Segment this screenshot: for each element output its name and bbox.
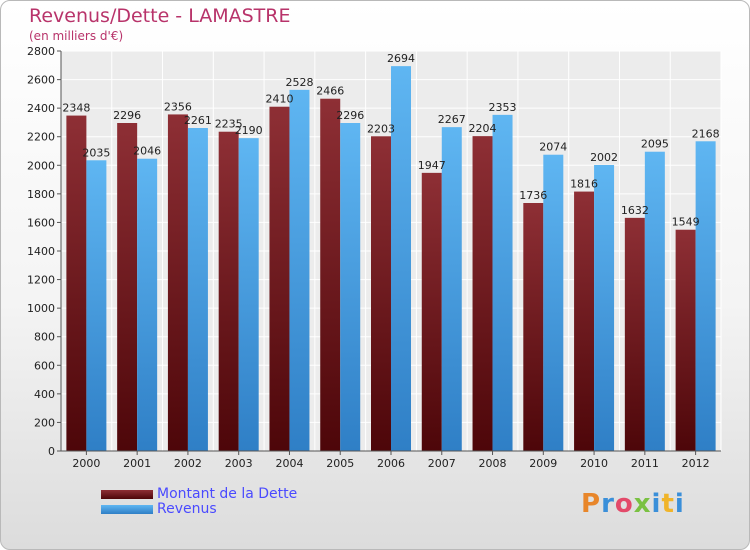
- data-label-revenus-2002: 2261: [184, 114, 212, 127]
- x-tick-label: 2001: [123, 457, 151, 470]
- bar-revenus-2008: [492, 114, 513, 451]
- logo-letter: i: [651, 489, 662, 519]
- x-tick-label: 2008: [479, 457, 507, 470]
- y-tick-label: 800: [34, 331, 55, 344]
- data-label-revenus-2000: 2035: [82, 146, 110, 159]
- logo-letter: i: [674, 489, 685, 519]
- data-label-revenus-2003: 2190: [235, 124, 263, 137]
- data-label-dette-2005: 2466: [316, 85, 344, 98]
- bar-revenus-2010: [594, 165, 615, 451]
- bar-dette-2001: [117, 123, 138, 451]
- x-tick-label: 2006: [377, 457, 405, 470]
- data-label-revenus-2005: 2296: [336, 109, 364, 122]
- x-tick-label: 2007: [428, 457, 456, 470]
- x-tick-label: 2009: [529, 457, 557, 470]
- bar-dette-2000: [66, 115, 87, 452]
- bar-dette-2002: [167, 114, 188, 451]
- y-tick-label: 400: [34, 388, 55, 401]
- x-tick-label: 2011: [631, 457, 659, 470]
- bar-revenus-2003: [238, 138, 259, 451]
- bar-revenus-2007: [441, 127, 462, 452]
- y-tick-label: 2600: [27, 74, 55, 87]
- y-tick-label: 2000: [27, 159, 55, 172]
- legend-label-revenus: Revenus: [157, 501, 217, 517]
- bar-dette-2011: [624, 217, 645, 451]
- data-label-dette-2007: 1947: [418, 159, 446, 172]
- x-tick-label: 2002: [174, 457, 202, 470]
- y-tick-label: 200: [34, 416, 55, 429]
- y-tick-label: 1800: [27, 188, 55, 201]
- bar-dette-2005: [320, 98, 341, 451]
- y-tick-label: 2200: [27, 131, 55, 144]
- logo-letter: r: [601, 489, 615, 519]
- data-label-revenus-2004: 2528: [285, 76, 313, 89]
- bar-dette-2004: [269, 106, 290, 451]
- x-tick-label: 2005: [326, 457, 354, 470]
- data-label-dette-2001: 2296: [113, 109, 141, 122]
- data-label-dette-2012: 1549: [672, 216, 700, 229]
- x-tick-label: 2012: [682, 457, 710, 470]
- bar-dette-2008: [472, 136, 493, 451]
- bar-dette-2009: [523, 203, 544, 451]
- data-label-dette-2002: 2356: [164, 100, 192, 113]
- bar-dette-2007: [421, 172, 442, 451]
- bar-revenus-2005: [340, 123, 361, 451]
- bar-revenus-2004: [289, 89, 310, 451]
- data-label-dette-2008: 2204: [469, 122, 497, 135]
- x-tick-label: 2000: [72, 457, 100, 470]
- data-label-dette-2010: 1816: [570, 178, 598, 191]
- bar-dette-2006: [371, 136, 391, 452]
- data-label-revenus-2010: 2002: [590, 151, 618, 164]
- data-label-dette-2009: 1736: [519, 189, 547, 202]
- data-label-dette-2004: 2410: [265, 93, 293, 106]
- bar-dette-2003: [218, 131, 239, 451]
- data-label-revenus-2009: 2074: [539, 141, 567, 154]
- bar-dette-2010: [574, 191, 595, 452]
- y-tick-label: 1400: [27, 245, 55, 258]
- legend-swatch-revenus: [101, 505, 153, 514]
- proxiti-logo: Proxiti: [581, 489, 685, 519]
- data-label-revenus-2011: 2095: [641, 138, 669, 151]
- y-tick-label: 2400: [27, 102, 55, 115]
- bar-revenus-2002: [187, 128, 208, 451]
- data-label-revenus-2001: 2046: [133, 145, 161, 158]
- y-tick-label: 1600: [27, 216, 55, 229]
- data-label-revenus-2007: 2267: [438, 113, 466, 126]
- data-label-dette-2011: 1632: [621, 204, 649, 217]
- bar-revenus-2006: [391, 66, 411, 452]
- bar-revenus-2012: [695, 141, 716, 452]
- y-tick-label: 600: [34, 359, 55, 372]
- data-label-revenus-2008: 2353: [489, 101, 517, 114]
- legend-label-dette: Montant de la Dette: [157, 486, 298, 502]
- data-label-revenus-2006: 2694: [387, 52, 415, 65]
- data-label-revenus-2012: 2168: [692, 127, 720, 140]
- chart-title: Revenus/Dette - LAMASTRE: [29, 5, 291, 27]
- logo-letter: P: [581, 489, 602, 519]
- y-tick-label: 2800: [27, 45, 55, 58]
- y-tick-label: 1000: [27, 302, 55, 315]
- data-label-dette-2000: 2348: [62, 102, 90, 115]
- y-tick-label: 0: [48, 445, 55, 458]
- bar-revenus-2000: [86, 160, 107, 452]
- data-label-dette-2003: 2235: [215, 118, 243, 131]
- x-tick-label: 2004: [275, 457, 303, 470]
- legend-swatch-dette: [101, 490, 153, 499]
- logo-letter: t: [661, 489, 675, 519]
- x-tick-label: 2003: [225, 457, 253, 470]
- data-label-dette-2006: 2203: [367, 122, 395, 135]
- bar-dette-2012: [675, 229, 696, 451]
- x-tick-label: 2010: [580, 457, 608, 470]
- bar-revenus-2001: [137, 158, 158, 451]
- logo-letter: o: [614, 489, 634, 519]
- bar-revenus-2009: [543, 154, 564, 451]
- y-tick-label: 1200: [27, 274, 55, 287]
- bar-revenus-2011: [644, 151, 665, 451]
- logo-letter: x: [633, 489, 652, 519]
- chart-subtitle: (en milliers d'€): [29, 29, 124, 43]
